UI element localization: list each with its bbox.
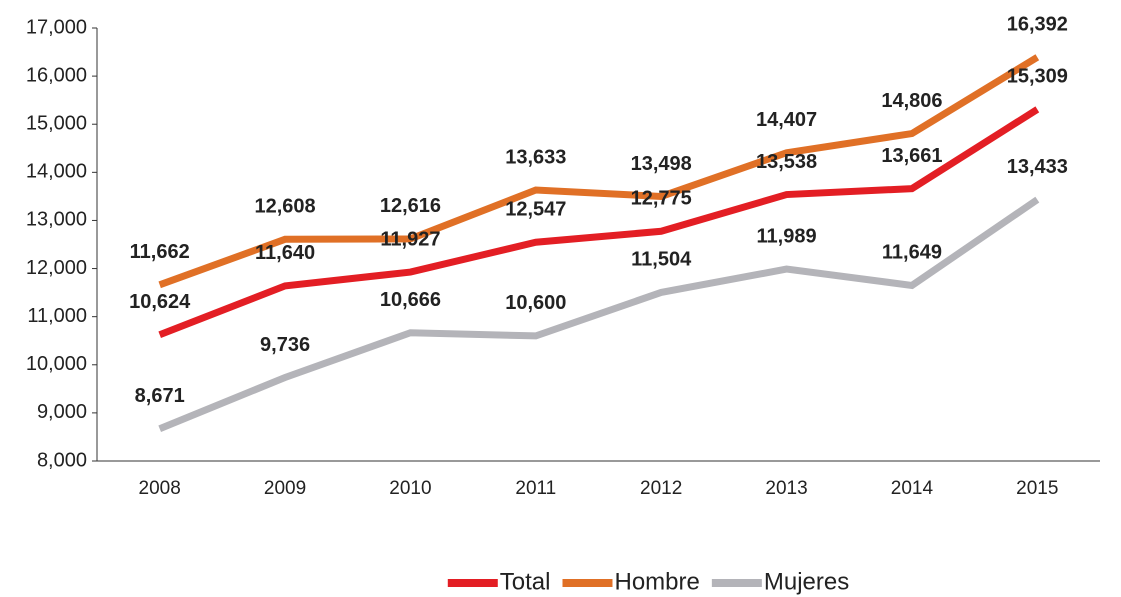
y-tick-label: 14,000 <box>26 161 87 183</box>
data-label: 11,662 <box>130 241 190 263</box>
legend-label: Hombre <box>614 568 699 595</box>
y-tick-label: 13,000 <box>26 209 87 231</box>
legend-item: Hombre <box>562 568 700 595</box>
x-tick-label: 2011 <box>515 478 556 499</box>
legend-item: Mujeres <box>711 568 849 595</box>
data-label: 13,538 <box>756 151 817 173</box>
data-label: 12,775 <box>631 188 692 210</box>
x-tick-label: 2008 <box>139 478 181 499</box>
data-label: 16,392 <box>1007 14 1068 36</box>
data-label: 13,661 <box>881 145 942 167</box>
legend-item: Total <box>447 568 551 595</box>
y-tick-label: 12,000 <box>26 257 87 279</box>
data-label: 11,649 <box>882 242 942 264</box>
x-tick-label: 2014 <box>891 478 934 499</box>
data-label: 10,666 <box>380 289 441 311</box>
x-tick-label: 2012 <box>640 478 682 499</box>
data-label: 8,671 <box>135 385 185 407</box>
y-tick-label: 15,000 <box>26 113 87 135</box>
data-label: 14,806 <box>881 90 942 112</box>
y-tick-label: 17,000 <box>26 16 87 38</box>
data-label: 12,547 <box>505 199 566 221</box>
y-tick-label: 9,000 <box>37 401 87 423</box>
legend-label: Total <box>500 568 551 595</box>
data-label: 11,504 <box>631 249 692 271</box>
x-tick-label: 2009 <box>264 478 306 499</box>
x-tick-label: 2013 <box>765 478 807 499</box>
data-label: 14,407 <box>756 109 817 131</box>
y-tick-label: 8,000 <box>37 449 87 471</box>
y-tick-label: 10,000 <box>26 353 87 375</box>
data-label: 12,616 <box>380 195 441 217</box>
data-label: 13,433 <box>1007 156 1068 178</box>
data-label: 13,633 <box>505 146 566 168</box>
data-label: 10,600 <box>505 292 566 314</box>
data-label: 12,608 <box>254 196 315 218</box>
series-line <box>158 54 1040 289</box>
data-label: 10,624 <box>129 291 191 313</box>
data-label: 11,989 <box>757 225 817 247</box>
series-line <box>158 106 1040 339</box>
data-label: 15,309 <box>1007 66 1068 88</box>
y-tick-label: 11,000 <box>27 305 87 327</box>
legend-label: Mujeres <box>764 568 849 595</box>
x-tick-label: 2015 <box>1016 478 1058 499</box>
x-tick-label: 2010 <box>389 478 431 499</box>
data-label: 11,927 <box>380 228 440 250</box>
data-label: 11,640 <box>255 242 315 264</box>
data-label: 9,736 <box>260 334 310 356</box>
data-label: 13,498 <box>631 153 692 175</box>
series-line <box>158 196 1040 432</box>
y-tick-label: 16,000 <box>26 64 87 86</box>
